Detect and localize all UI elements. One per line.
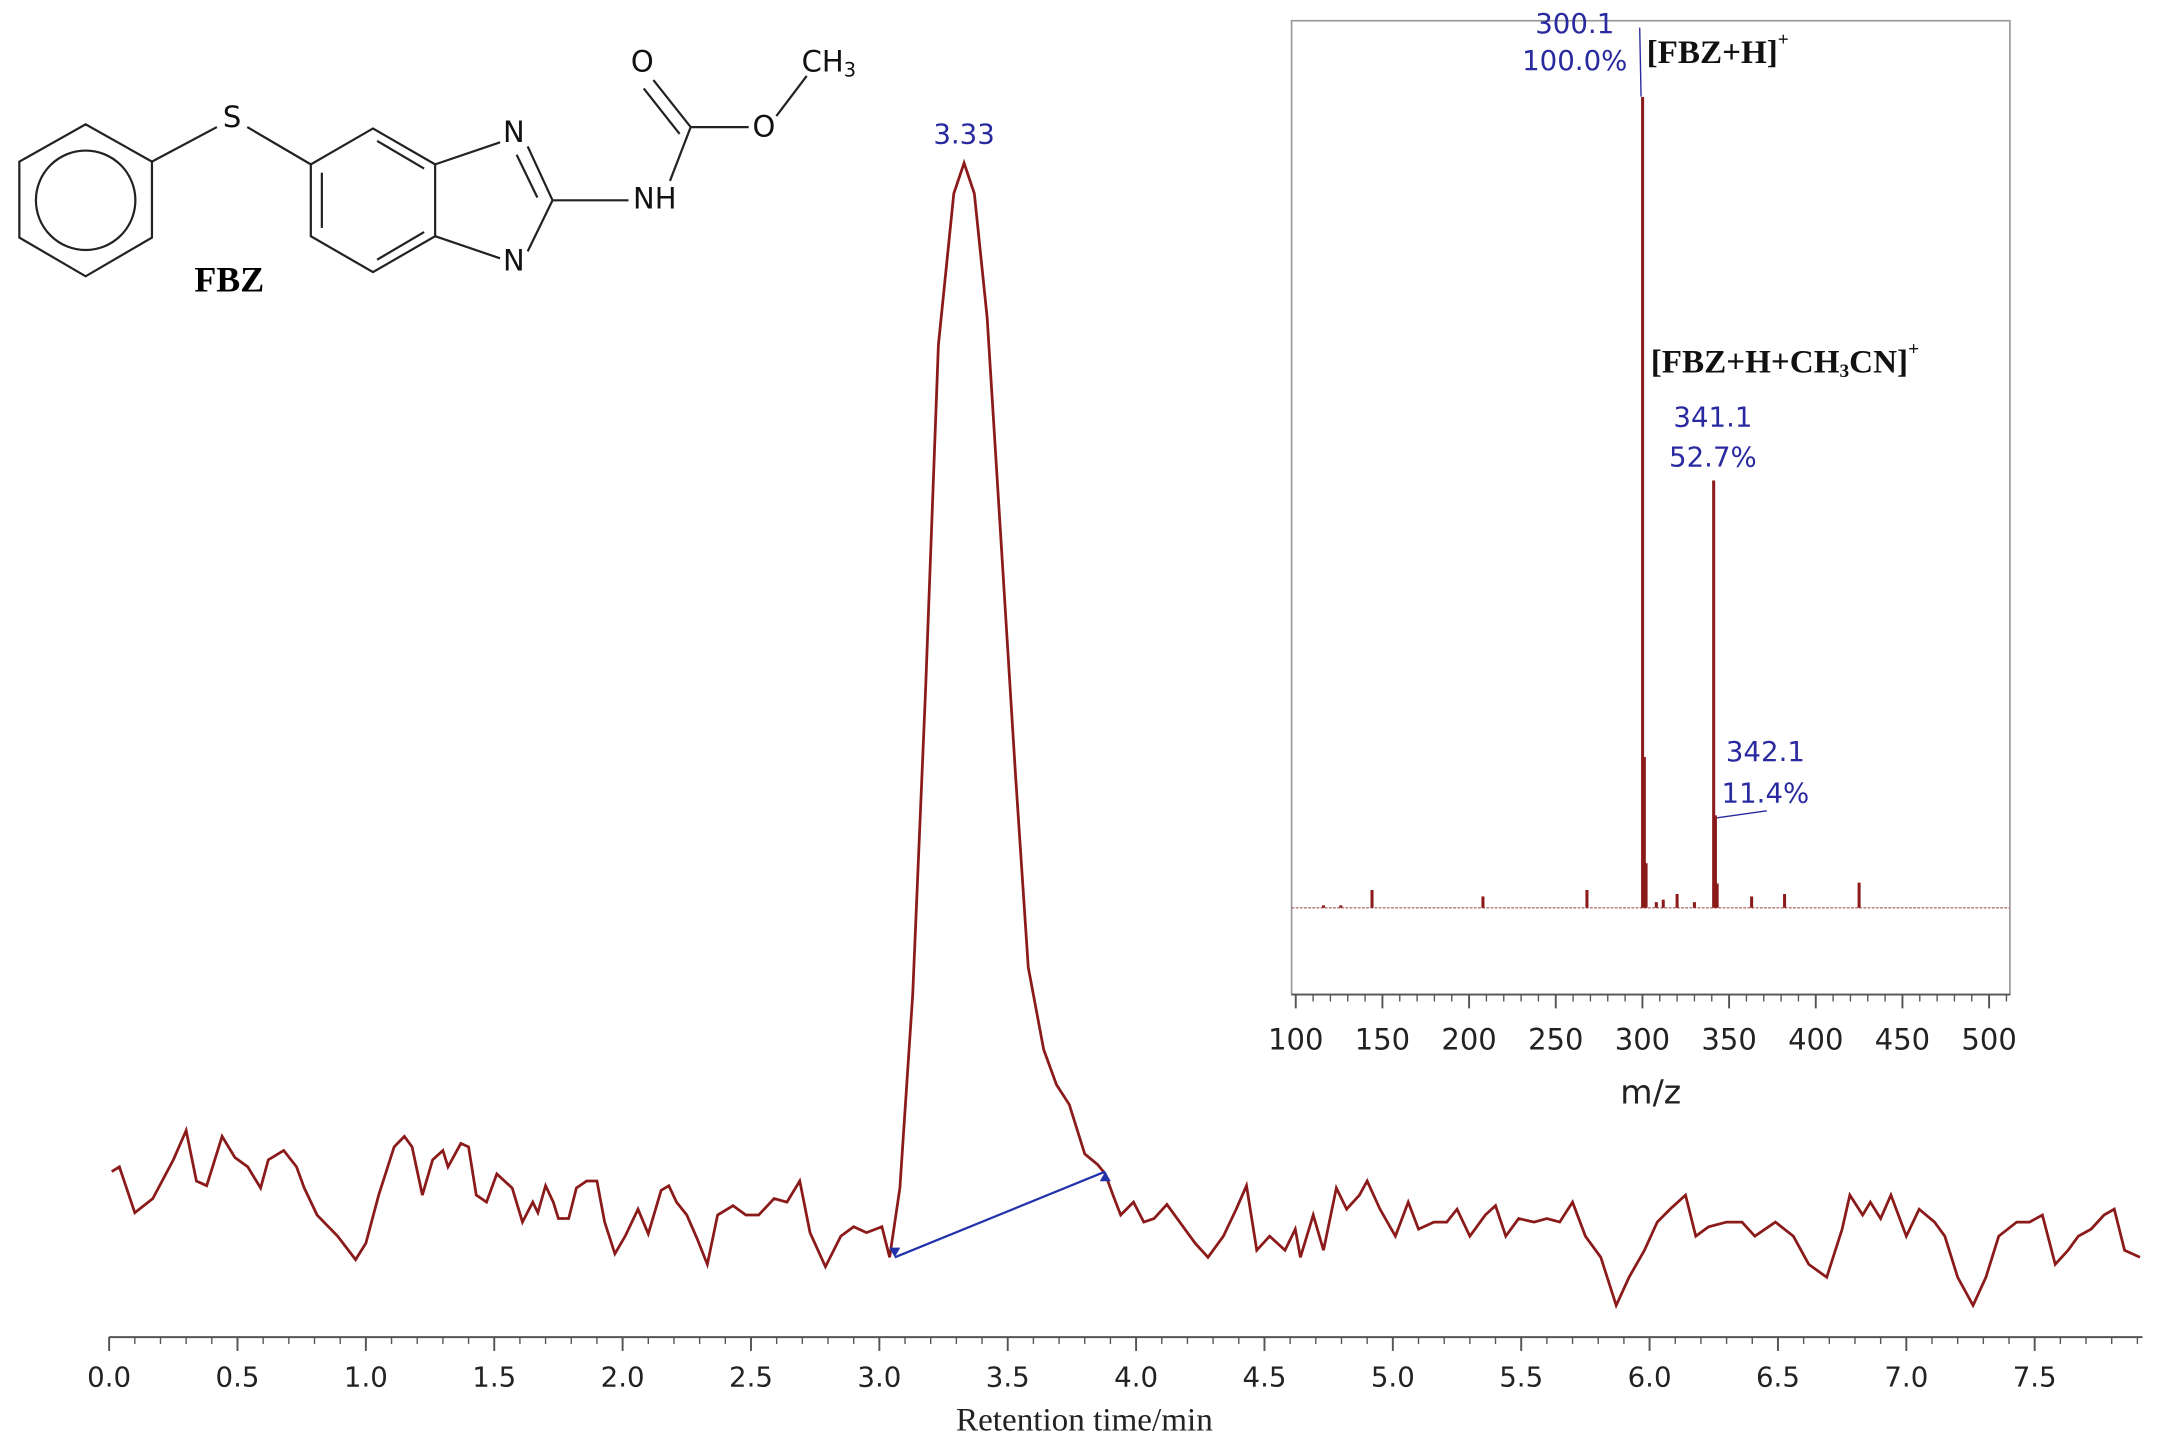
x-tick-label: 350 bbox=[1701, 1023, 1756, 1057]
intensity-label: 100.0% bbox=[1522, 44, 1627, 77]
phenyl-ring bbox=[18, 123, 154, 278]
inset-frame bbox=[1290, 19, 2011, 996]
leader-line bbox=[1716, 810, 1767, 819]
ion-text: + bbox=[1778, 30, 1789, 51]
x-tick-label: 100 bbox=[1268, 1023, 1323, 1057]
atom-label: O bbox=[631, 45, 654, 79]
x-tick-label: 250 bbox=[1528, 1023, 1583, 1057]
x-tick-label: 7.5 bbox=[2013, 1361, 2057, 1394]
x-tick-label: 3.0 bbox=[857, 1361, 901, 1394]
double-bond bbox=[376, 231, 425, 261]
bond bbox=[668, 126, 692, 182]
atom-label: N bbox=[503, 115, 525, 149]
x-tick-label: 6.5 bbox=[1756, 1361, 1800, 1394]
x-tick-label: 1.5 bbox=[472, 1361, 516, 1394]
ion-text: 3 bbox=[1839, 361, 1849, 382]
x-tick-label: 300 bbox=[1615, 1023, 1670, 1057]
mz-label: 342.1 bbox=[1726, 735, 1805, 768]
bond bbox=[434, 141, 501, 166]
compound-name: FBZ bbox=[194, 259, 264, 299]
x-axis-label: Retention time/min bbox=[956, 1401, 1213, 1438]
x-tick-label: 0.5 bbox=[216, 1361, 260, 1394]
atom-label: O bbox=[752, 109, 775, 143]
bond bbox=[526, 145, 554, 201]
x-tick-label: 450 bbox=[1875, 1023, 1930, 1057]
double-bond bbox=[376, 139, 425, 170]
ion-annotation: [FBZ+H]+ bbox=[1647, 30, 1789, 71]
x-tick-label: 200 bbox=[1441, 1023, 1496, 1057]
leader-line bbox=[1639, 27, 1642, 97]
x-tick-label: 6.0 bbox=[1628, 1361, 1672, 1394]
ion-text: + bbox=[1908, 339, 1919, 360]
bond bbox=[434, 235, 501, 260]
x-tick-label: 400 bbox=[1788, 1023, 1843, 1057]
x-tick-label: 2.5 bbox=[729, 1361, 773, 1394]
x-tick-label: 4.5 bbox=[1243, 1361, 1287, 1394]
ion-text: [FBZ+H] bbox=[1647, 34, 1778, 71]
x-tick-label: 4.0 bbox=[1114, 1361, 1158, 1394]
x-tick-label: 500 bbox=[1961, 1023, 2016, 1057]
bond bbox=[775, 75, 808, 117]
structure: S N N NH O O CH3 FBZ bbox=[18, 45, 856, 299]
atom-subscript: 3 bbox=[844, 58, 856, 81]
baseline-marker bbox=[1099, 1171, 1111, 1182]
benzo-ring bbox=[309, 127, 437, 274]
atom-text: CH bbox=[802, 45, 844, 79]
double-bond bbox=[642, 87, 681, 135]
x-tick-label: 7.0 bbox=[1884, 1361, 1928, 1394]
bond bbox=[526, 199, 554, 252]
chromatogram-line bbox=[110, 158, 2141, 1310]
ion-annotation: [FBZ+H+CH3CN]+ bbox=[1651, 339, 1919, 382]
integration-baseline bbox=[894, 1170, 1106, 1259]
bond bbox=[246, 126, 312, 166]
x-tick-label: 5.0 bbox=[1371, 1361, 1415, 1394]
bond bbox=[151, 126, 218, 163]
bond bbox=[652, 79, 692, 128]
intensity-label: 11.4% bbox=[1722, 776, 1810, 809]
x-tick-label: 1.0 bbox=[344, 1361, 388, 1394]
x-tick-label: 2.0 bbox=[601, 1361, 645, 1394]
ion-text: [FBZ+H+CH bbox=[1651, 343, 1840, 380]
atom-label: N bbox=[503, 243, 525, 277]
intensity-label: 52.7% bbox=[1669, 441, 1757, 474]
x-axis-label: m/z bbox=[1620, 1073, 1681, 1112]
baseline-marker bbox=[889, 1247, 901, 1258]
atom-label: S bbox=[223, 100, 241, 134]
mz-label: 300.1 bbox=[1535, 7, 1614, 40]
x-tick-label: 3.5 bbox=[986, 1361, 1030, 1394]
x-tick-label: 150 bbox=[1355, 1023, 1410, 1057]
atom-label: NH bbox=[633, 181, 677, 215]
ion-text: CN] bbox=[1849, 343, 1908, 380]
aromatic-circle bbox=[34, 149, 137, 252]
double-bond bbox=[515, 154, 539, 199]
x-tick-label: 0.0 bbox=[87, 1361, 131, 1394]
x-tick-label: 5.5 bbox=[1499, 1361, 1543, 1394]
peak-label: 3.33 bbox=[933, 117, 994, 150]
mz-label: 341.1 bbox=[1673, 401, 1752, 434]
atom-label: CH3 bbox=[802, 45, 856, 81]
